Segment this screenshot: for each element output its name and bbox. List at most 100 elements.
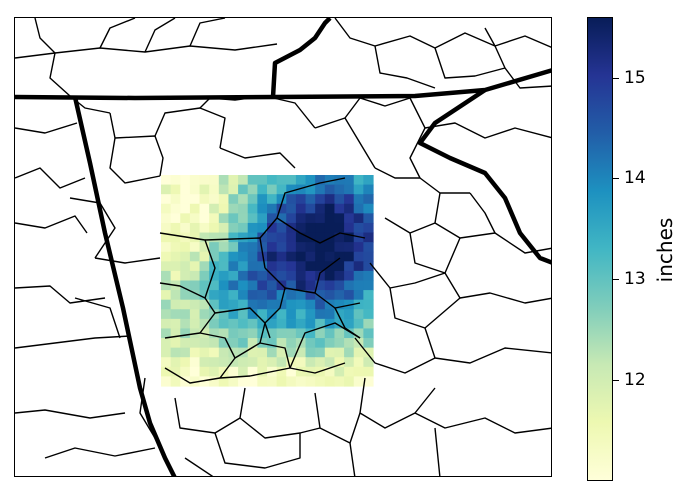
heatmap-cell [209,194,220,205]
county-line [409,232,461,274]
heatmap-cell [180,299,191,310]
heatmap-cell [295,194,307,205]
heatmap-cell [170,213,181,224]
county-line [384,217,436,234]
heatmap-cell [238,251,249,262]
heatmap-cell [324,270,336,282]
heatmap-cell [295,175,307,186]
heatmap-cell [199,318,210,330]
heatmap-cell [315,184,326,195]
heatmap-cell [161,222,172,234]
heatmap-cell [228,338,239,349]
heatmap-cell [199,232,210,243]
heatmap-cell [324,347,336,358]
heatmap-cell [228,270,239,282]
heatmap-cell [257,242,268,253]
map-canvas [15,18,551,476]
heatmap-cell [257,309,268,320]
map-frame [14,17,552,477]
heatmap-cell [344,290,355,301]
heatmap-cell [209,290,220,301]
heatmap-cell [257,347,268,358]
heatmap-cell [344,203,355,214]
heatmap-cell [344,242,355,253]
heatmap-cell [295,366,307,378]
county-line [219,147,296,169]
heatmap-cell [199,376,210,387]
colorbar-tick [613,380,619,382]
heatmap-cell [353,366,364,378]
heatmap-cell [180,376,191,387]
heatmap-cell [315,213,326,224]
heatmap-cell [315,194,326,205]
heatmap-cell [257,280,268,291]
heatmap-cell [161,357,172,368]
heatmap-cell [199,175,210,186]
county-line [214,432,301,469]
heatmap-cell [247,328,258,339]
heatmap-cell [257,261,268,272]
heatmap-cell [315,376,326,387]
heatmap-cell [286,376,297,387]
heatmap-cell [161,299,172,310]
heatmap-cell [161,270,172,282]
county-line [444,272,551,304]
heatmap-cell [209,347,220,358]
heatmap-cell [238,222,249,234]
heatmap-cell [315,299,326,310]
heatmap-cell [209,376,220,387]
heatmap-cell [209,184,220,195]
county-line [44,447,156,459]
heatmap-cell [276,232,287,243]
colorbar-tick-label: 12 [624,370,646,391]
heatmap-cell [363,175,374,186]
county-line [144,18,176,53]
heatmap-cell [189,242,201,253]
heatmap-cell [363,280,374,291]
heatmap-cell [267,203,278,214]
heatmap-cell [295,290,307,301]
heatmap-cell [305,309,316,320]
county-line [15,409,126,419]
heatmap-cell [247,222,258,234]
heatmap-cell [209,338,220,349]
heatmap-cell [286,213,297,224]
state-line-north [15,68,551,101]
heatmap-cell [324,175,336,186]
heatmap-cell [315,251,326,262]
heatmap-cell [295,328,307,339]
heatmap-cell [189,318,201,330]
heatmap-cell [247,194,258,205]
heatmap-cell [238,357,249,368]
heatmap-cell [267,347,278,358]
heatmap-cell [267,309,278,320]
heatmap-cell [189,213,201,224]
heatmap-cell [286,232,297,243]
county-boundaries [15,18,551,476]
heatmap-cell [170,184,181,195]
heatmap-cell [180,242,191,253]
county-line [354,337,436,374]
heatmap-cell [170,309,181,320]
heatmap-cell [334,222,345,234]
county-line [174,397,241,434]
heatmap-cell [238,309,249,320]
heatmap-cell [247,270,258,282]
heatmap-cell [189,203,201,214]
heatmap-cell [170,290,181,301]
heatmap-cell [295,270,307,282]
heatmap-cell [180,213,191,224]
heatmap-cell [189,347,201,358]
heatmap-cell [353,270,364,282]
county-line [99,18,136,49]
heatmap-cell [180,194,191,205]
heatmap-cell [247,376,258,387]
heatmap-cell [334,328,345,339]
heatmap-cell [324,309,336,320]
heatmap-cell [324,251,336,262]
county-line [434,47,506,79]
heatmap-cell [218,309,230,320]
heatmap-cell [353,318,364,330]
heatmap-cell [344,366,355,378]
heatmap-cell [276,309,287,320]
